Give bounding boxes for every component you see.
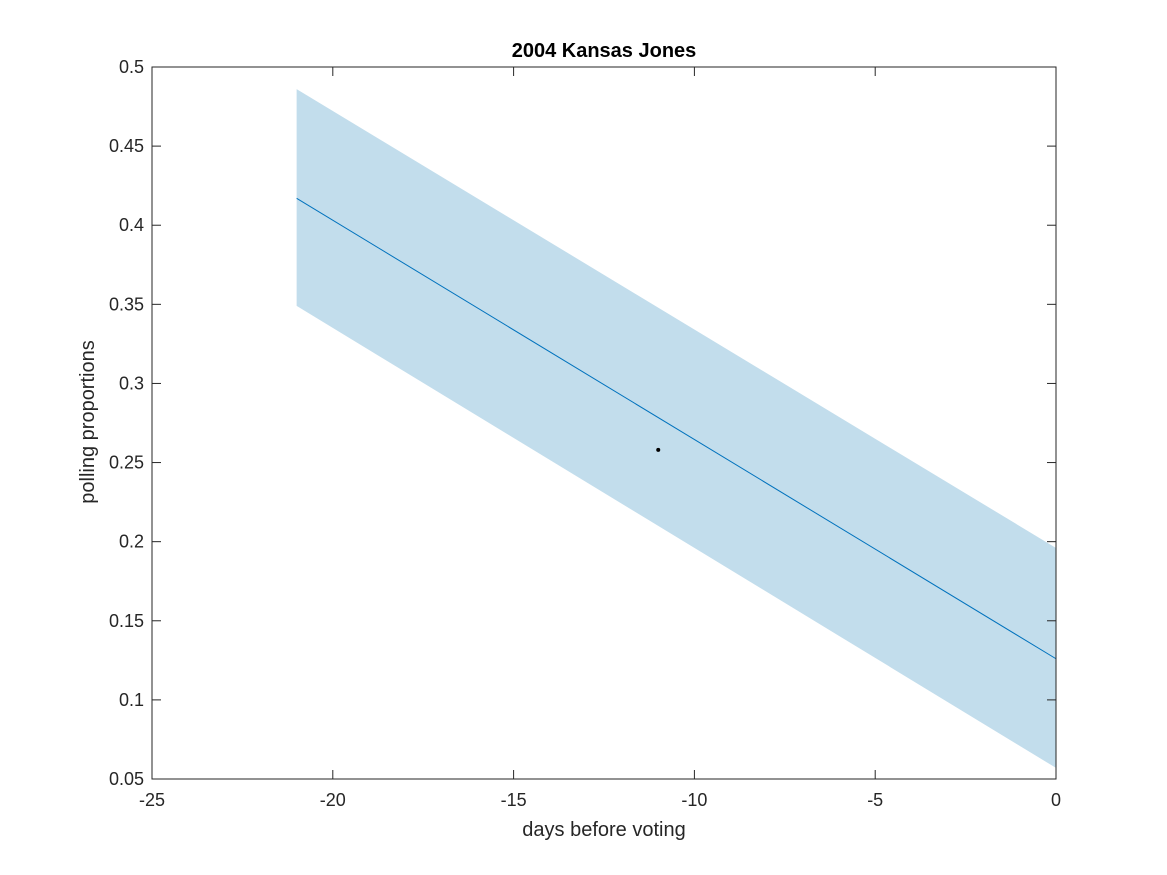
y-tick-label: 0.45 [109, 136, 144, 156]
trend-line [296, 197, 1057, 660]
y-tick-label: 0.2 [119, 532, 144, 552]
chart-title: 2004 Kansas Jones [512, 40, 697, 62]
x-tick-label: -10 [681, 790, 707, 810]
y-tick-label: 0.5 [119, 57, 144, 77]
x-tick-label: -15 [501, 790, 527, 810]
data-points [656, 447, 661, 452]
y-tick-label: 0.1 [119, 690, 144, 710]
y-tick-label: 0.15 [109, 611, 144, 631]
y-tick-label: 0.4 [119, 215, 144, 235]
y-axis-label: polling proportions [77, 340, 99, 503]
y-tick-label: 0.25 [109, 453, 144, 473]
x-axis-label: days before voting [522, 819, 685, 841]
x-tick-label: -20 [320, 790, 346, 810]
x-tick-label: 0 [1051, 790, 1061, 810]
x-tick-label: -5 [867, 790, 883, 810]
x-tick-label: -25 [139, 790, 165, 810]
y-tick-label: 0.35 [109, 294, 144, 314]
y-ticks: 0.05 0.1 0.15 0.2 0.25 0.3 0.35 0.4 0.45 0.5 [109, 57, 1056, 789]
x-ticks: -25 -20 -15 -10 -5 0 [139, 67, 1061, 810]
y-tick-label: 0.05 [109, 769, 144, 789]
data-point [656, 447, 661, 452]
y-tick-label: 0.3 [119, 373, 144, 393]
axes-box [151, 66, 1057, 780]
